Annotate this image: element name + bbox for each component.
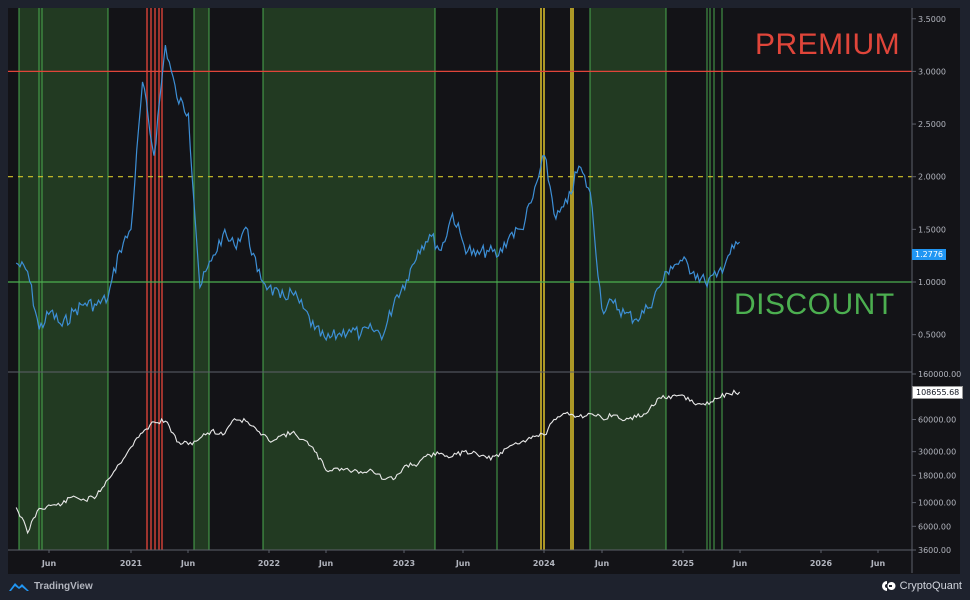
- x-tick-label: Jun: [318, 559, 334, 568]
- premium-annotation: PREMIUM: [755, 28, 901, 61]
- x-tick-label: 2021: [120, 559, 143, 568]
- cryptoquant-label: CryptoQuant: [899, 580, 962, 592]
- tradingview-cloud-icon: [9, 583, 29, 591]
- x-tick-label: Jun: [732, 559, 748, 568]
- tradingview-logo[interactable]: TradingView: [8, 580, 93, 592]
- bottom-last-value-badge: 108655.68: [912, 386, 964, 399]
- top-last-value-badge: 1.2776: [912, 249, 946, 260]
- cryptoquant-logo[interactable]: CryptoQuant: [881, 580, 962, 592]
- x-tick-label: 2025: [672, 559, 695, 568]
- x-tick-label: 2024: [533, 559, 556, 568]
- discount-annotation: DISCOUNT: [734, 288, 895, 321]
- tradingview-label: TradingView: [34, 580, 93, 592]
- y-tick-label: 0.5000: [918, 331, 946, 340]
- x-tick-label: 2022: [258, 559, 280, 568]
- y-tick-label: 1.0000: [918, 278, 946, 287]
- x-tick-label: Jun: [180, 559, 196, 568]
- ratio-series-line[interactable]: [15, 45, 741, 342]
- footer-bar: TradingView CryptoQuant: [0, 574, 970, 600]
- green-zone-band: [590, 8, 666, 550]
- y-tick-label: 30000.00: [918, 448, 956, 457]
- y-tick-label: 2.5000: [918, 120, 946, 129]
- green-zone-band: [263, 8, 435, 550]
- x-tick-label: Jun: [870, 559, 886, 568]
- y-tick-label: 3600.00: [918, 546, 951, 555]
- y-tick-label: 10000.00: [918, 499, 956, 508]
- x-tick-label: Jun: [594, 559, 610, 568]
- x-tick-label: Jun: [41, 559, 57, 568]
- y-tick-label: 60000.00: [918, 415, 956, 424]
- x-tick-label: 2026: [810, 559, 833, 568]
- y-tick-label: 160000.00: [918, 370, 961, 379]
- y-tick-label: 18000.00: [918, 471, 956, 480]
- green-zone-band: [194, 8, 209, 550]
- x-tick-label: 2023: [393, 559, 415, 568]
- y-tick-label: 3.0000: [918, 67, 946, 76]
- y-tick-label: 3.5000: [918, 15, 946, 24]
- chart-background: [8, 8, 960, 574]
- x-tick-label: Jun: [455, 559, 471, 568]
- y-tick-label: 2.0000: [918, 173, 946, 182]
- green-zone-band: [19, 8, 108, 550]
- cryptoquant-icon: [881, 581, 896, 591]
- y-tick-label: 6000.00: [918, 522, 951, 531]
- y-tick-label: 1.5000: [918, 225, 946, 234]
- price-series-line[interactable]: [15, 389, 741, 535]
